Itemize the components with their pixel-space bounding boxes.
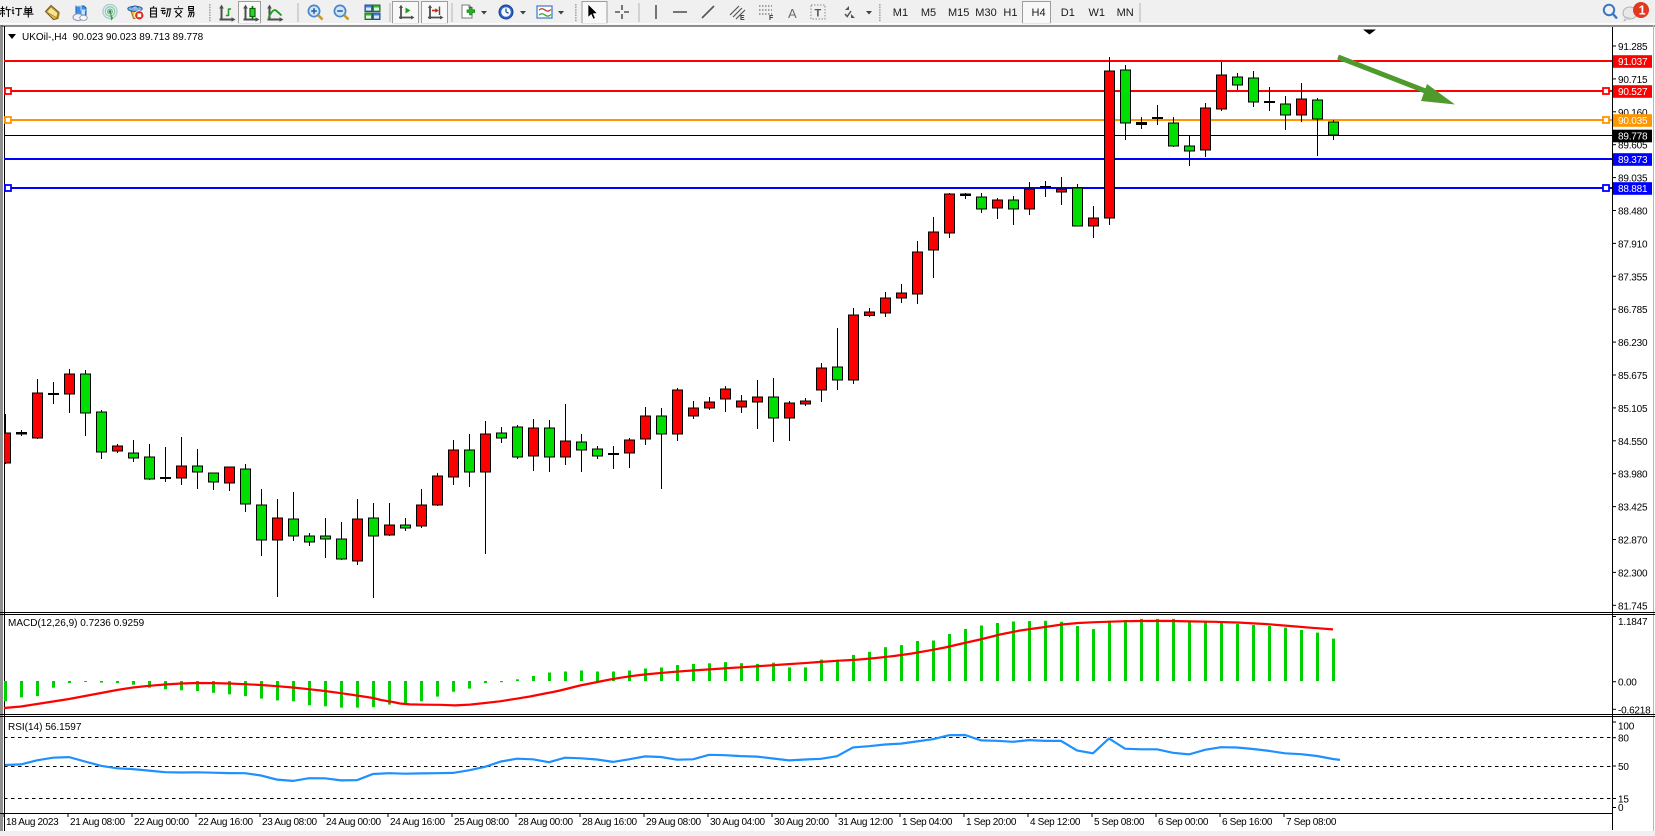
svg-text:0: 0 [1618, 803, 1624, 814]
svg-text:1.1847: 1.1847 [1618, 617, 1648, 628]
svg-text:MACD(12,26,9) 0.7236 0.9259: MACD(12,26,9) 0.7236 0.9259 [8, 618, 145, 629]
svg-text:100: 100 [1618, 722, 1635, 733]
svg-text:21 Aug 08:00: 21 Aug 08:00 [70, 817, 126, 828]
svg-text:7 Sep 08:00: 7 Sep 08:00 [1286, 817, 1337, 828]
svg-text:50: 50 [1618, 762, 1629, 773]
svg-text:D1: D1 [1061, 7, 1075, 19]
svg-text:81.745: 81.745 [1618, 601, 1648, 612]
svg-text:4 Sep 12:00: 4 Sep 12:00 [1030, 817, 1081, 828]
svg-text:90.035: 90.035 [1618, 116, 1648, 127]
svg-text:28 Aug 00:00: 28 Aug 00:00 [518, 817, 574, 828]
svg-text:M15: M15 [948, 7, 969, 19]
svg-text:T: T [815, 8, 822, 20]
svg-text:86.230: 86.230 [1618, 338, 1648, 349]
svg-text:RSI(14) 56.1597: RSI(14) 56.1597 [8, 722, 82, 733]
svg-text:M5: M5 [921, 7, 936, 19]
svg-text:-0.6218: -0.6218 [1618, 705, 1651, 716]
svg-text:5 Sep 08:00: 5 Sep 08:00 [1094, 817, 1145, 828]
svg-text:88.480: 88.480 [1618, 207, 1648, 218]
svg-text:22 Aug 00:00: 22 Aug 00:00 [134, 817, 190, 828]
svg-text:86.785: 86.785 [1618, 305, 1648, 316]
svg-text:87.910: 87.910 [1618, 239, 1648, 250]
svg-text:UKOil-,H4 90.023 90.023 89.71: UKOil-,H4 90.023 90.023 89.713 89.778 [22, 32, 204, 43]
svg-text:85.105: 85.105 [1618, 404, 1648, 415]
svg-text:MN: MN [1117, 7, 1134, 19]
svg-text:23 Aug 08:00: 23 Aug 08:00 [262, 817, 318, 828]
svg-text:88.881: 88.881 [1618, 184, 1648, 195]
svg-text:80: 80 [1618, 734, 1629, 745]
svg-text:M30: M30 [975, 7, 996, 19]
svg-text:83.425: 83.425 [1618, 503, 1648, 514]
svg-text:M1: M1 [893, 7, 908, 19]
svg-text:A: A [788, 6, 797, 21]
svg-text:6 Sep 00:00: 6 Sep 00:00 [1158, 817, 1209, 828]
svg-text:E: E [740, 15, 745, 22]
svg-text:89.778: 89.778 [1618, 132, 1648, 143]
svg-text:29 Aug 08:00: 29 Aug 08:00 [646, 817, 702, 828]
svg-text:1 Sep 04:00: 1 Sep 04:00 [902, 817, 953, 828]
svg-text:F: F [769, 15, 774, 22]
svg-text:W1: W1 [1089, 7, 1106, 19]
svg-text:91.037: 91.037 [1618, 57, 1648, 68]
svg-text:H4: H4 [1032, 7, 1046, 19]
svg-text:0.00: 0.00 [1618, 678, 1637, 689]
svg-text:90.527: 90.527 [1618, 87, 1648, 98]
svg-text:89.373: 89.373 [1618, 155, 1648, 166]
svg-text:24 Aug 00:00: 24 Aug 00:00 [326, 817, 382, 828]
svg-text:6 Sep 16:00: 6 Sep 16:00 [1222, 817, 1273, 828]
svg-text:15: 15 [1618, 795, 1629, 806]
svg-text:90.160: 90.160 [1618, 108, 1648, 119]
svg-text:31 Aug 12:00: 31 Aug 12:00 [838, 817, 894, 828]
svg-text:24 Aug 16:00: 24 Aug 16:00 [390, 817, 446, 828]
svg-text:91.285: 91.285 [1618, 42, 1648, 53]
svg-text:H1: H1 [1003, 7, 1017, 19]
svg-text:22 Aug 16:00: 22 Aug 16:00 [198, 817, 254, 828]
svg-text:1 Sep 20:00: 1 Sep 20:00 [966, 817, 1017, 828]
svg-text:82.300: 82.300 [1618, 568, 1648, 579]
svg-text:89.605: 89.605 [1618, 141, 1648, 152]
svg-text:82.870: 82.870 [1618, 536, 1648, 547]
svg-text:85.675: 85.675 [1618, 371, 1648, 382]
svg-text:28 Aug 16:00: 28 Aug 16:00 [582, 817, 638, 828]
svg-text:89.035: 89.035 [1618, 174, 1648, 185]
svg-text:1: 1 [1639, 4, 1646, 18]
svg-text:30 Aug 20:00: 30 Aug 20:00 [774, 817, 830, 828]
svg-text:90.715: 90.715 [1618, 75, 1648, 86]
svg-text:84.550: 84.550 [1618, 437, 1648, 448]
svg-text:87.355: 87.355 [1618, 272, 1648, 283]
svg-text:30 Aug 04:00: 30 Aug 04:00 [710, 817, 766, 828]
svg-text:83.980: 83.980 [1618, 470, 1648, 481]
svg-text:18 Aug 2023: 18 Aug 2023 [6, 817, 59, 828]
svg-text:25 Aug 08:00: 25 Aug 08:00 [454, 817, 510, 828]
